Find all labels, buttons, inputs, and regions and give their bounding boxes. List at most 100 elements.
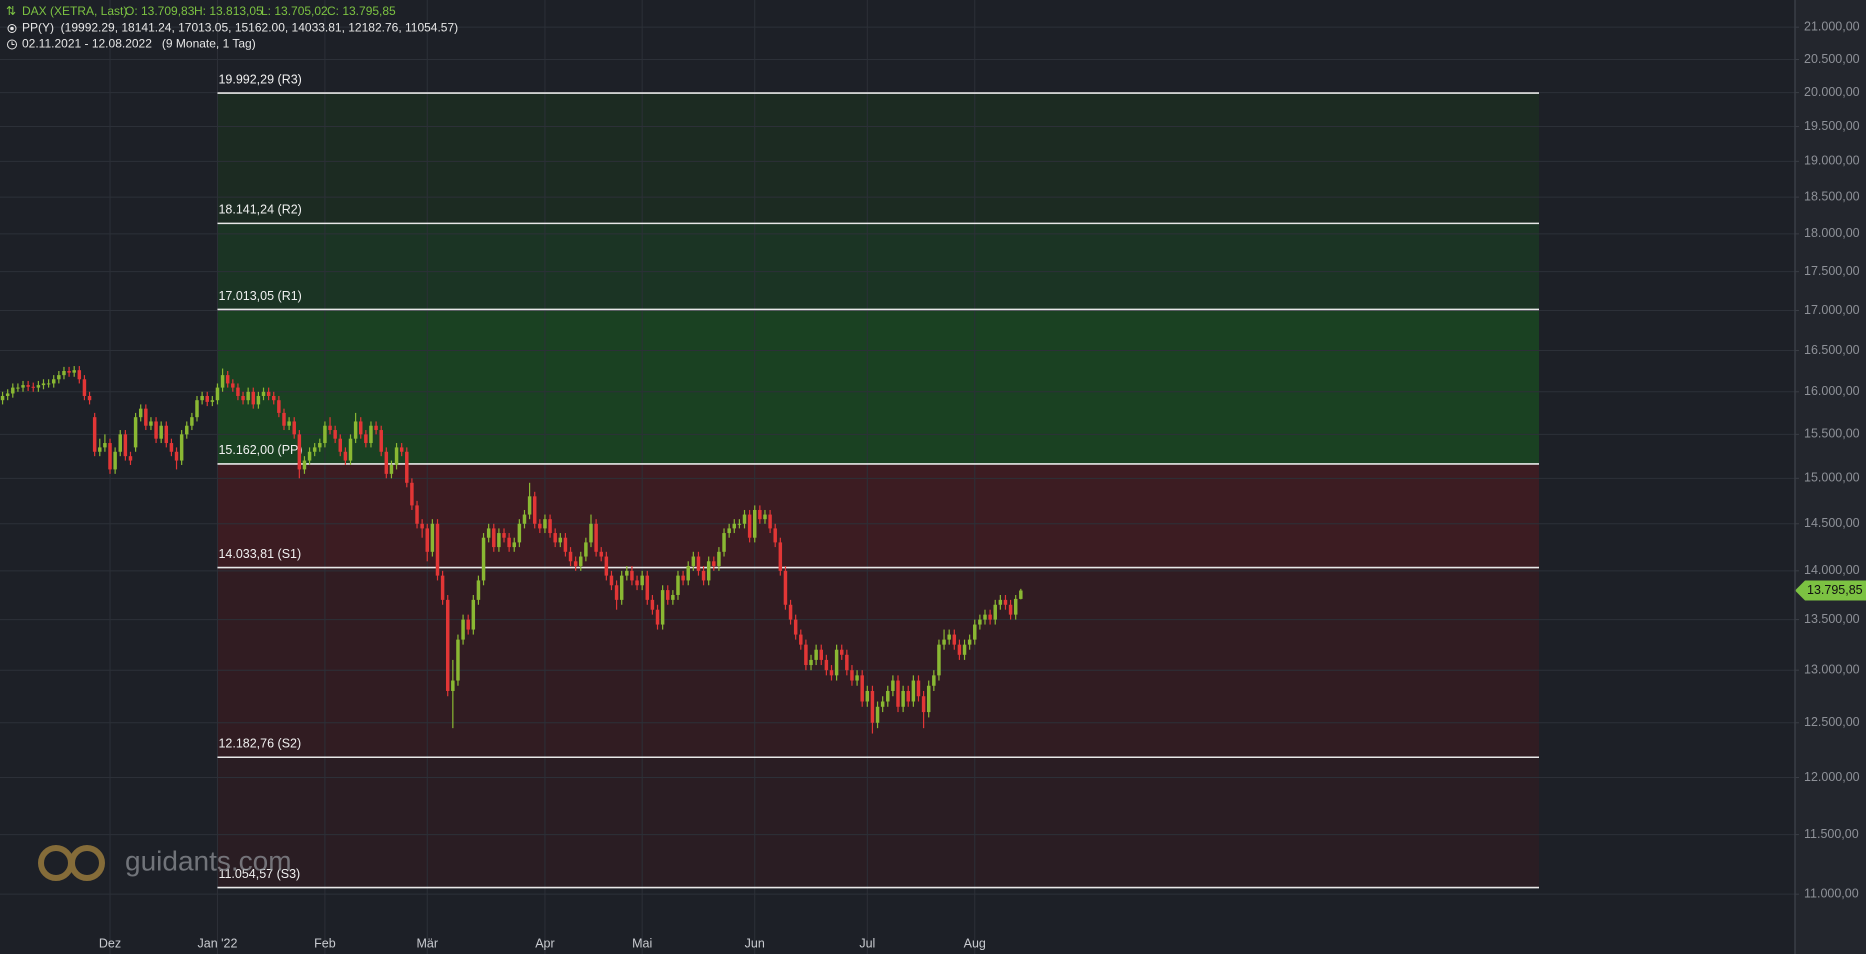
y-tick-label: 11.000,00 [1804, 886, 1859, 900]
candle-body [92, 417, 97, 452]
candle-body [594, 523, 598, 552]
watermark-text: guidants.com [125, 845, 292, 876]
candle-body [11, 387, 15, 394]
candle-body [46, 383, 51, 385]
candle-body [957, 644, 962, 655]
candle-body [51, 379, 56, 384]
candle-body [834, 649, 839, 676]
candle-body [210, 400, 215, 402]
candle-body [190, 417, 194, 426]
candle-body [471, 599, 476, 630]
y-tick-label: 21.000,00 [1804, 19, 1860, 33]
candle-body [850, 670, 854, 681]
candle-body [277, 400, 281, 413]
y-tick-label: 16.500,00 [1804, 343, 1860, 357]
candle-body [394, 447, 399, 465]
candle-body [921, 696, 926, 713]
candle-body [451, 680, 455, 691]
candle-body [676, 575, 680, 595]
x-tick-label: Mär [416, 936, 438, 950]
ohlc-low: L: 13.705,02 [261, 4, 328, 18]
candle-body [399, 447, 404, 452]
candle-body [839, 649, 844, 655]
indicator: PP(Y) (19992.29, 18141.24, 17013.05, 151… [22, 21, 458, 35]
indicator-icon [7, 24, 17, 33]
candle-body [36, 385, 41, 388]
y-tick-label: 15.500,00 [1804, 427, 1860, 441]
candle-body [87, 395, 92, 401]
candle-body [133, 417, 138, 448]
candle-body [589, 523, 593, 543]
candle-body [328, 425, 332, 431]
pivot-label: 15.162,00 (PP) [218, 443, 302, 457]
candle-body [169, 443, 174, 452]
candle-body [261, 391, 266, 396]
candle-body [461, 619, 465, 640]
candle-body [809, 659, 813, 666]
axis-bg [1795, 0, 1866, 954]
candle-body [149, 421, 153, 426]
candle-body [783, 570, 788, 605]
candle-body [369, 425, 373, 444]
candle-body [492, 528, 496, 548]
ohlc-close: C: 13.795,85 [327, 4, 396, 18]
candle-body [978, 619, 982, 625]
candle-body [947, 634, 951, 640]
candle-body [82, 379, 87, 396]
candle-body [456, 639, 460, 681]
candle-body [297, 434, 302, 470]
ohlc-open: O: 13.709,83 [125, 4, 195, 18]
watermark: guidants.com [38, 845, 292, 881]
pivot-label: 17.013,05 (R1) [218, 289, 301, 303]
pivot-zone [217, 757, 1539, 888]
candle-body [348, 438, 353, 461]
candle-body [179, 434, 184, 461]
candle-body [737, 523, 742, 525]
candle-body [573, 561, 578, 567]
candle-body [584, 542, 588, 557]
levels: 19.992,29 (R3) 18.141,24 (R2) 17.013,05 (R… [217, 72, 1539, 889]
candle-body [916, 680, 921, 697]
y-tick-label: 14.500,00 [1804, 516, 1860, 530]
grid [0, 0, 1795, 954]
candle-body [870, 690, 875, 723]
candle-body [241, 395, 245, 401]
candle-body [5, 393, 10, 396]
candle-body [323, 425, 327, 444]
candle-body [763, 514, 767, 520]
pivot-label: 12.182,76 (S2) [218, 737, 301, 751]
candle-body [466, 619, 470, 630]
candle-body [891, 680, 895, 691]
candle-body [430, 523, 435, 552]
clock-icon [11, 41, 15, 45]
axes: 11.000,00 11.500,00 12.000,00 12.500,00 13.0… [99, 19, 1866, 950]
candle-body [691, 556, 696, 567]
candle-body [410, 482, 414, 506]
candle-body [911, 680, 916, 702]
x-tick-label: Jul [859, 936, 875, 950]
candle-body [292, 421, 296, 435]
candle-body [1013, 598, 1018, 615]
candle-body [31, 386, 35, 388]
y-tick-label: 16.000,00 [1804, 384, 1860, 398]
candle-body [609, 575, 614, 586]
x-tick-label: Jun [745, 936, 765, 950]
range: 02.11.2021 - 12.08.2022 (9 Monate, 1 Tag… [22, 37, 256, 51]
candle-body [246, 391, 250, 401]
candle-body [829, 670, 834, 676]
candle-body [185, 425, 189, 435]
candle-body [650, 599, 655, 610]
candle-body [875, 706, 880, 723]
candle-body [364, 434, 368, 444]
candle-body [415, 505, 419, 524]
candle-body [420, 523, 424, 529]
x-tick-label: Dez [99, 936, 121, 950]
candle-body [21, 385, 25, 388]
candle-body [706, 561, 711, 581]
y-tick-label: 18.000,00 [1804, 226, 1860, 240]
candle-body [0, 395, 5, 401]
candle-body [655, 609, 660, 625]
candle-body [118, 434, 122, 452]
candle-body [722, 533, 726, 552]
candle-body [998, 599, 1003, 605]
